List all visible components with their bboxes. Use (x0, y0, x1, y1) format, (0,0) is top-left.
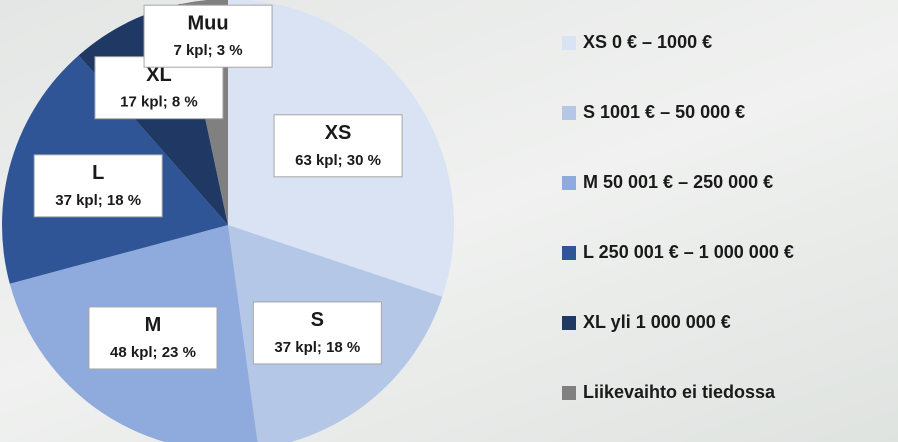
value-label: 17 kpl; 8 % (120, 94, 198, 111)
legend-label: XS 0 € – 1000 € (583, 32, 712, 52)
legend-label: S 1001 € – 50 000 € (583, 102, 745, 122)
legend-swatch (562, 106, 576, 120)
value-label: 37 kpl; 18 % (274, 339, 360, 356)
legend-label: XL yli 1 000 000 € (583, 312, 731, 332)
value-label: 63 kpl; 30 % (295, 152, 381, 169)
label-box (143, 4, 273, 68)
slice-label: S (311, 309, 324, 331)
label-box (88, 306, 218, 370)
legend-label: L 250 001 € – 1 000 000 € (583, 242, 794, 262)
slice-label: L (92, 162, 104, 184)
legend-swatch (562, 316, 576, 330)
legend-swatch (562, 36, 576, 50)
legend-label: M 50 001 € – 250 000 € (583, 172, 773, 192)
legend-swatch (562, 386, 576, 400)
slice-label: M (145, 314, 162, 336)
slice-label: XL (146, 64, 172, 86)
value-label: 48 kpl; 23 % (110, 344, 196, 361)
legend-swatch (562, 246, 576, 260)
value-label: 7 kpl; 3 % (173, 42, 242, 59)
label-box (273, 114, 403, 178)
legend-swatch (562, 176, 576, 190)
value-label: 37 kpl; 18 % (55, 192, 141, 209)
slice-label: XS (325, 122, 352, 144)
slice-label: Muu (188, 12, 229, 34)
legend-label: Liikevaihto ei tiedossa (583, 382, 776, 402)
label-box (33, 154, 163, 218)
label-box (252, 301, 382, 365)
